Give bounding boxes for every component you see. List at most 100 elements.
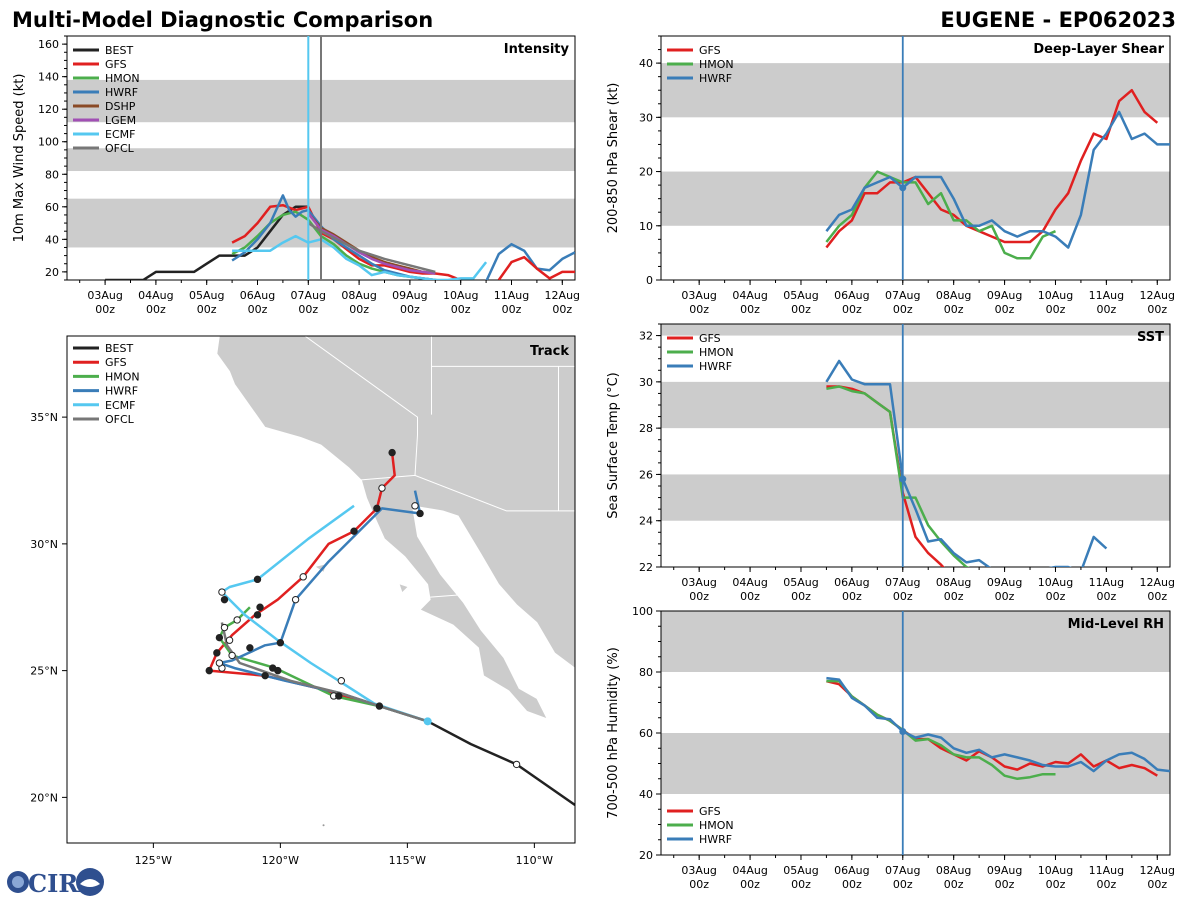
series-group <box>105 194 575 280</box>
panel-title: Mid-Level RH <box>1068 617 1164 632</box>
x-tick-date: 10Aug <box>1038 289 1073 302</box>
x-tick-date: 10Aug <box>1038 864 1073 877</box>
y-tick-label: 40 <box>639 788 653 801</box>
x-tick-hour: 00z <box>95 303 115 316</box>
legend-label-gfs: GFS <box>699 44 721 57</box>
legend-label-hwrf: HWRF <box>699 72 732 85</box>
legend-label-hmon: HMON <box>105 72 140 85</box>
track-point <box>388 448 396 457</box>
series-line-lgem <box>307 212 436 275</box>
analysis-marker <box>899 184 907 192</box>
legend-label-hwrf: HWRF <box>699 360 732 373</box>
x-tick-hour: 00z <box>1096 878 1116 891</box>
x-tick-hour: 00z <box>791 878 811 891</box>
lat-tick-label: 35°N <box>30 411 58 424</box>
x-tick-hour: 00z <box>502 303 522 316</box>
track-point <box>215 633 224 642</box>
x-tick-date: 05Aug <box>783 864 818 877</box>
y-tick-label: 24 <box>639 515 653 528</box>
y-tick-label: 100 <box>38 136 59 149</box>
lon-tick-label: 120°W <box>262 854 299 867</box>
shade-band <box>661 171 1170 226</box>
track-point <box>228 651 236 660</box>
track-point <box>261 671 269 680</box>
y-tick-label: 80 <box>639 666 653 679</box>
globe-inner-icon <box>12 876 24 888</box>
x-tick-date: 12Aug <box>1140 289 1175 302</box>
x-tick-date: 03Aug <box>87 289 122 302</box>
track-point <box>335 692 343 700</box>
x-tick-date: 04Aug <box>732 576 767 589</box>
x-tick-hour: 00z <box>944 303 964 316</box>
track-point <box>215 659 224 667</box>
track-point <box>218 588 226 596</box>
legend-label-hmon: HMON <box>699 819 734 832</box>
track-point <box>205 666 213 675</box>
x-tick-hour: 00z <box>740 878 760 891</box>
x-tick-hour: 00z <box>1046 303 1066 316</box>
y-tick-label: 30 <box>639 376 653 389</box>
y-tick-label: 10 <box>639 220 653 233</box>
x-tick-hour: 00z <box>995 878 1015 891</box>
track-line-best <box>427 720 575 807</box>
legend-label-hwrf: HWRF <box>105 385 138 398</box>
x-tick-hour: 00z <box>349 303 369 316</box>
land-mainland <box>216 336 575 720</box>
x-tick-hour: 00z <box>842 303 862 316</box>
x-tick-hour: 00z <box>791 590 811 603</box>
x-tick-date: 05Aug <box>783 289 818 302</box>
x-tick-hour: 00z <box>689 590 709 603</box>
legend-label-ecmf: ECMF <box>105 399 135 412</box>
shade-band <box>661 63 1170 118</box>
track-line-ecmf <box>220 504 429 723</box>
series-line-ecmf <box>232 234 488 280</box>
x-tick-hour: 00z <box>689 303 709 316</box>
series-group <box>826 676 1170 781</box>
panel-intensity: 2040608010012014016003Aug00z04Aug00z05Au… <box>12 35 580 316</box>
x-tick-date: 11Aug <box>1089 576 1124 589</box>
legend-label-best: BEST <box>105 44 133 57</box>
legend-label-gfs: GFS <box>699 805 721 818</box>
panels: 2040608010012014016003Aug00z04Aug00z05Au… <box>12 35 1175 891</box>
y-tick-label: 28 <box>639 422 653 435</box>
x-tick-hour: 00z <box>248 303 268 316</box>
y-tick-label: 22 <box>639 561 653 574</box>
current-position-marker <box>423 717 432 726</box>
x-tick-date: 07Aug <box>885 864 920 877</box>
panel-sst: 22242628303203Aug00z04Aug00z05Aug00z06Au… <box>606 323 1175 603</box>
track-point <box>220 623 229 632</box>
track-point <box>411 502 419 510</box>
track-point <box>299 573 307 581</box>
storm-id: EUGENE - EP062023 <box>940 8 1176 32</box>
x-tick-hour: 00z <box>1096 303 1116 316</box>
x-tick-hour: 00z <box>1147 303 1167 316</box>
legend-label-best: BEST <box>105 342 133 355</box>
panel-title: Deep-Layer Shear <box>1033 42 1164 57</box>
track-point <box>253 611 262 619</box>
x-tick-date: 08Aug <box>936 289 971 302</box>
series-group <box>825 88 1170 260</box>
x-tick-date: 04Aug <box>138 289 173 302</box>
series-line-hwrf <box>826 676 1170 773</box>
x-tick-hour: 00z <box>893 878 913 891</box>
series-line-hwrf <box>231 194 575 280</box>
panel-title: Track <box>530 344 569 359</box>
shade-band <box>661 733 1170 794</box>
track-point <box>220 595 229 604</box>
legend-label-ofcl: OFCL <box>105 142 135 155</box>
track-point <box>373 504 381 513</box>
y-axis-label: 10m Max Wind Speed (kt) <box>12 74 27 243</box>
border-line <box>353 474 575 512</box>
x-tick-date: 03Aug <box>681 289 716 302</box>
y-tick-label: 140 <box>38 71 59 84</box>
legend-label-gfs: GFS <box>105 356 127 369</box>
x-tick-hour: 00z <box>995 303 1015 316</box>
land-island <box>399 584 408 592</box>
track-point <box>416 509 424 518</box>
legend-label-hmon: HMON <box>699 58 734 71</box>
x-tick-date: 06Aug <box>834 289 869 302</box>
x-tick-hour: 00z <box>1046 878 1066 891</box>
x-tick-date: 05Aug <box>783 576 818 589</box>
lon-tick-label: 125°W <box>135 854 172 867</box>
legend-label-gfs: GFS <box>699 332 721 345</box>
